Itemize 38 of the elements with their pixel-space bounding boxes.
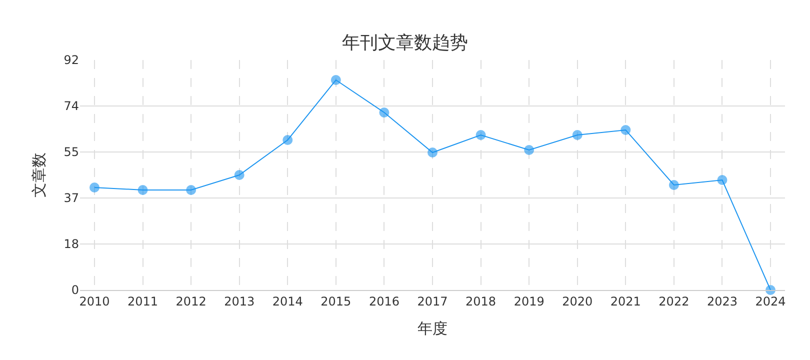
point	[138, 185, 148, 195]
point	[620, 125, 631, 135]
x-tick-label: 2022	[658, 294, 690, 308]
point	[668, 180, 679, 190]
y-tick-label: 74	[64, 99, 79, 114]
x-tick-label: 2012	[176, 294, 206, 308]
x-tick-label: 2023	[706, 294, 738, 308]
point	[717, 175, 728, 185]
x-tick-label: 2015	[320, 294, 352, 308]
x-tick-label: 2014	[272, 294, 303, 308]
point	[428, 148, 438, 158]
x-tick-label: 2016	[368, 294, 400, 308]
x-tick-label: 2018	[466, 294, 496, 308]
y-tick-label: 37	[64, 191, 79, 206]
point	[379, 108, 390, 118]
point	[282, 135, 293, 145]
x-tick-label: 2013	[224, 294, 255, 308]
chart-title: 年刊文章数趋势	[342, 32, 468, 54]
y-tick-label: 0	[71, 283, 79, 298]
y-tick-label: 55	[64, 145, 79, 160]
point	[524, 145, 534, 155]
y-tick-label: 18	[64, 237, 79, 252]
x-tick-label: 2021	[610, 294, 641, 308]
x-axis-title: 年度	[418, 319, 448, 338]
point	[89, 182, 100, 192]
point	[234, 170, 244, 180]
y-axis-title: 文章数	[30, 152, 48, 198]
point	[330, 75, 341, 85]
y-tick-label: 92	[64, 53, 79, 68]
point	[186, 185, 196, 195]
x-tick-label: 2017	[417, 294, 448, 308]
x-tick-label: 2020	[562, 294, 593, 308]
x-tick-label: 2010	[79, 294, 110, 308]
x-tick-label: 2011	[127, 294, 158, 308]
x-tick-label: 2019	[514, 294, 544, 308]
point	[476, 130, 486, 140]
x-tick-label: 2024	[755, 294, 786, 308]
point	[572, 130, 582, 140]
